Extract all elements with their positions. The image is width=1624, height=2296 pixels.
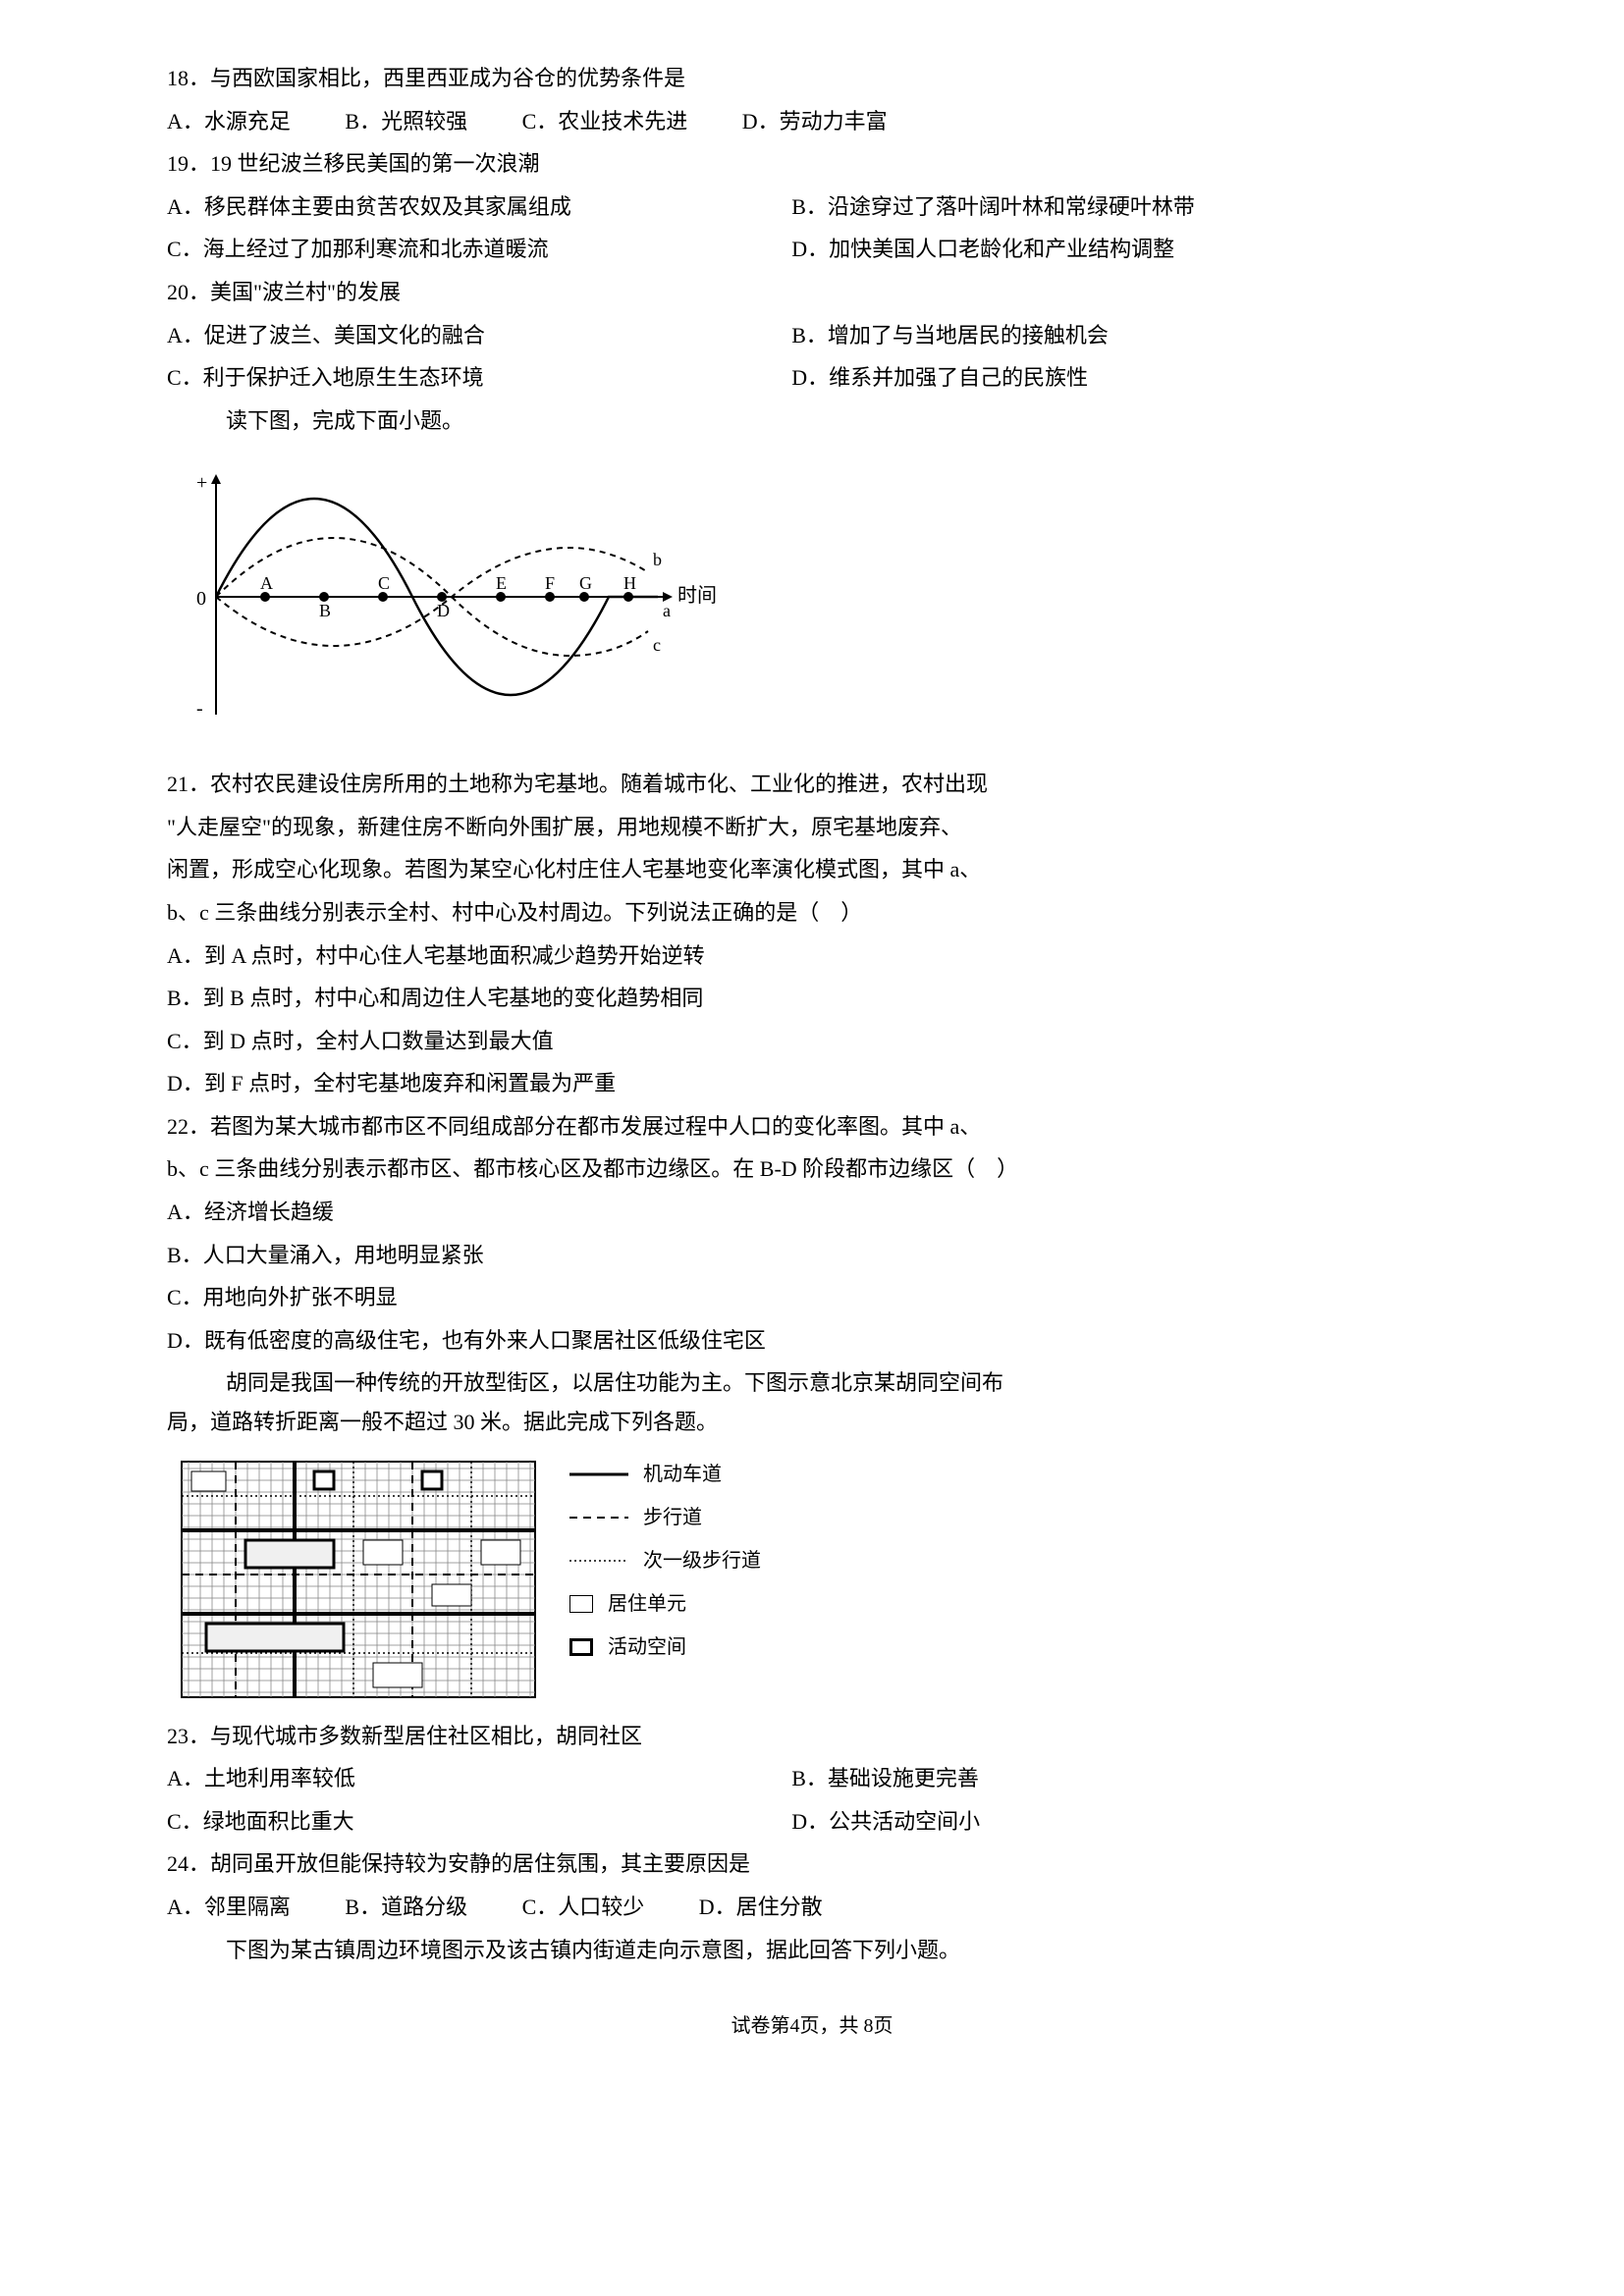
hutong-legend: 机动车道 步行道 次一级步行道 居住单元 活动空间 xyxy=(569,1457,761,1673)
q18-options: A．水源充足 B．光照较强 C．农业技术先进 D．劳动力丰富 xyxy=(167,102,1457,141)
y-plus-label: + xyxy=(196,472,207,494)
point-H: H xyxy=(623,573,636,593)
q22-stem2: b、c 三条曲线分别表示都市区、都市核心区及都市边缘区。在 B-D 阶段都市边缘… xyxy=(167,1149,1457,1189)
q22-instruction1: 胡同是我国一种传统的开放型街区，以居住功能为主。下图示意北京某胡同空间布 xyxy=(226,1363,1457,1403)
origin-label: 0 xyxy=(196,588,206,610)
q24-stem: 24．胡同虽开放但能保持较为安静的居住氛围，其主要原因是 xyxy=(167,1844,1457,1884)
q24-B: B．道路分级 xyxy=(345,1888,467,1927)
point-B: B xyxy=(319,601,331,620)
legend-walk: 步行道 xyxy=(569,1500,761,1535)
q21-stem1: 21．农村农民建设住房所用的土地称为宅基地。随着城市化、工业化的推进，农村出现 xyxy=(167,765,1457,804)
q19-row2: C．海上经过了加那利寒流和北赤道暖流 D．加快美国人口老龄化和产业结构调整 xyxy=(167,230,1457,269)
q22-stem1: 22．若图为某大城市都市区不同组成部分在都市发展过程中人口的变化率图。其中 a、 xyxy=(167,1107,1457,1147)
q22-A: A．经济增长趋缓 xyxy=(167,1193,1457,1232)
q18-stem: 18．与西欧国家相比，西里西亚成为谷仓的优势条件是 xyxy=(167,59,1457,98)
q20-A: A．促进了波兰、美国文化的融合 xyxy=(167,316,786,355)
q20-row2: C．利于保护迁入地原生生态环境 D．维系并加强了自己的民族性 xyxy=(167,358,1457,398)
q18-D: D．劳动力丰富 xyxy=(742,102,888,141)
q20-instruction: 读下图，完成下面小题。 xyxy=(226,401,1457,441)
y-minus-label: - xyxy=(196,698,203,720)
legend-subwalk-label: 次一级步行道 xyxy=(643,1543,761,1578)
q22-C: C．用地向外扩张不明显 xyxy=(167,1278,1457,1317)
legend-unit: 居住单元 xyxy=(569,1586,761,1622)
page-footer: 试卷第4页，共 8页 xyxy=(167,2008,1457,2044)
q19-D: D．加快美国人口老龄化和产业结构调整 xyxy=(791,230,1411,269)
point-C: C xyxy=(378,573,390,593)
q24-options: A．邻里隔离 B．道路分级 C．人口较少 D．居住分散 xyxy=(167,1888,1457,1927)
q21-stem4: b、c 三条曲线分别表示全村、村中心及村周边。下列说法正确的是（ ） xyxy=(167,893,1457,933)
q24-instruction: 下图为某古镇周边环境图示及该古镇内街道走向示意图，据此回答下列小题。 xyxy=(226,1931,1457,1970)
q24-D: D．居住分散 xyxy=(699,1888,823,1927)
legend-unit-label: 居住单元 xyxy=(608,1586,686,1622)
q20-C: C．利于保护迁入地原生生态环境 xyxy=(167,358,786,398)
curve-c-label: c xyxy=(653,635,661,655)
q22-instruction2: 局，道路转折距离一般不超过 30 米。据此完成下列各题。 xyxy=(167,1403,1457,1442)
q23-row1: A．土地利用率较低 B．基础设施更完善 xyxy=(167,1759,1457,1798)
q18-A: A．水源充足 xyxy=(167,102,291,141)
q21-A: A．到 A 点时，村中心住人宅基地面积减少趋势开始逆转 xyxy=(167,936,1457,976)
legend-motor: 机动车道 xyxy=(569,1457,761,1492)
q21-stem3: 闲置，形成空心化现象。若图为某空心化村庄住人宅基地变化率演化模式图，其中 a、 xyxy=(167,850,1457,889)
q19-B: B．沿途穿过了落叶阔叶林和常绿硬叶林带 xyxy=(791,187,1411,227)
q24-A: A．邻里隔离 xyxy=(167,1888,291,1927)
curve-chart: + - 时间 0 a b c A B C D E F G H xyxy=(177,459,1457,745)
curve-b-label: b xyxy=(653,550,662,569)
q23-A: A．土地利用率较低 xyxy=(167,1759,786,1798)
q20-stem: 20．美国"波兰村"的发展 xyxy=(167,273,1457,312)
q18-C: C．农业技术先进 xyxy=(522,102,688,141)
q19-stem: 19．19 世纪波兰移民美国的第一次浪潮 xyxy=(167,144,1457,184)
q19-A: A．移民群体主要由贫苦农奴及其家属组成 xyxy=(167,187,786,227)
q20-row1: A．促进了波兰、美国文化的融合 B．增加了与当地居民的接触机会 xyxy=(167,316,1457,355)
point-F: F xyxy=(545,573,555,593)
legend-activity: 活动空间 xyxy=(569,1629,761,1665)
q23-C: C．绿地面积比重大 xyxy=(167,1802,786,1842)
q23-D: D．公共活动空间小 xyxy=(791,1802,1411,1842)
legend-activity-label: 活动空间 xyxy=(608,1629,686,1665)
q20-D: D．维系并加强了自己的民族性 xyxy=(791,358,1411,398)
q22-D: D．既有低密度的高级住宅，也有外来人口聚居社区低级住宅区 xyxy=(167,1321,1457,1361)
q24-C: C．人口较少 xyxy=(522,1888,645,1927)
legend-walk-label: 步行道 xyxy=(643,1500,702,1535)
hutong-diagram: 机动车道 步行道 次一级步行道 居住单元 活动空间 xyxy=(177,1457,1457,1702)
legend-subwalk: 次一级步行道 xyxy=(569,1543,761,1578)
q23-B: B．基础设施更完善 xyxy=(791,1759,1411,1798)
curve-a-label: a xyxy=(663,601,671,620)
q18-B: B．光照较强 xyxy=(345,102,467,141)
point-D: D xyxy=(437,601,450,620)
point-A: A xyxy=(260,573,273,593)
x-axis-label: 时间 xyxy=(677,584,717,607)
q20-B: B．增加了与当地居民的接触机会 xyxy=(791,316,1411,355)
q19-C: C．海上经过了加那利寒流和北赤道暖流 xyxy=(167,230,786,269)
q21-stem2: "人走屋空"的现象，新建住房不断向外围扩展，用地规模不断扩大，原宅基地废弃、 xyxy=(167,808,1457,847)
point-E: E xyxy=(496,573,507,593)
q21-C: C．到 D 点时，全村人口数量达到最大值 xyxy=(167,1022,1457,1061)
q23-stem: 23．与现代城市多数新型居住社区相比，胡同社区 xyxy=(167,1717,1457,1756)
q21-D: D．到 F 点时，全村宅基地废弃和闲置最为严重 xyxy=(167,1064,1457,1103)
q21-B: B．到 B 点时，村中心和周边住人宅基地的变化趋势相同 xyxy=(167,979,1457,1018)
q23-row2: C．绿地面积比重大 D．公共活动空间小 xyxy=(167,1802,1457,1842)
q22-B: B．人口大量涌入，用地明显紧张 xyxy=(167,1236,1457,1275)
q19-row1: A．移民群体主要由贫苦农奴及其家属组成 B．沿途穿过了落叶阔叶林和常绿硬叶林带 xyxy=(167,187,1457,227)
legend-motor-label: 机动车道 xyxy=(643,1457,722,1492)
point-G: G xyxy=(579,573,592,593)
